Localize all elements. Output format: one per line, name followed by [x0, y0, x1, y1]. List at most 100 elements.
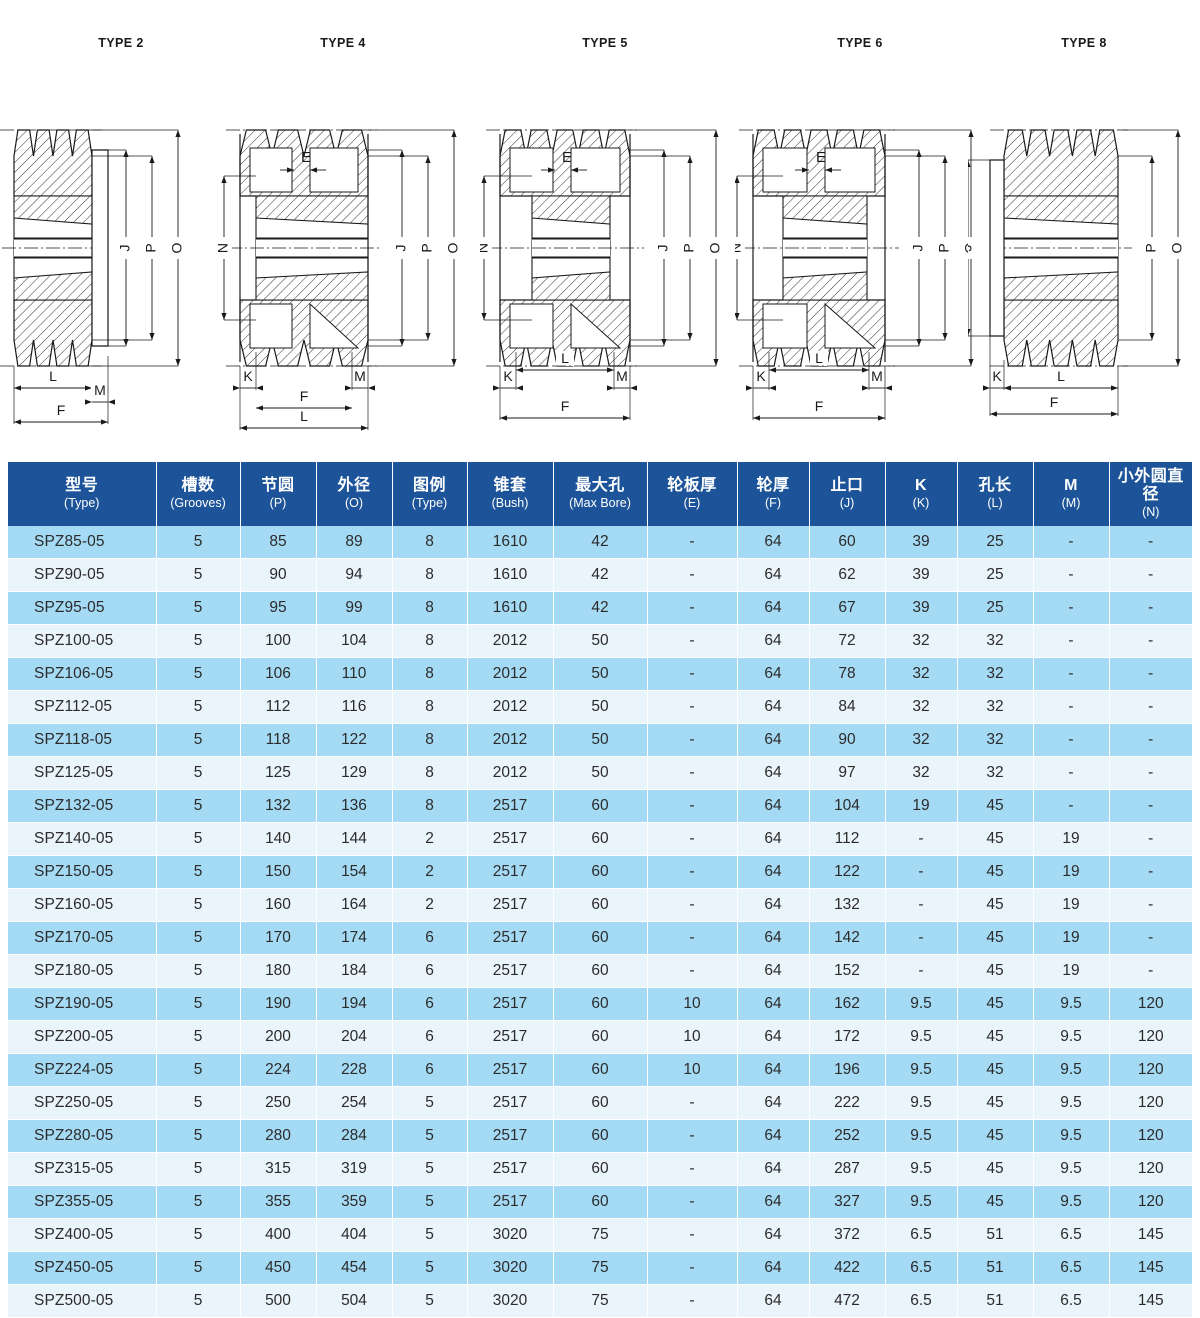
cell-P: 118 [239, 723, 317, 758]
svg-text:P: P [936, 243, 952, 252]
cell-J: 62 [808, 558, 886, 593]
cell-type: SPZ132-05 [8, 789, 157, 824]
cell-grooves: 5 [155, 624, 241, 659]
figure-type-8: TYPE 8 J P O K LF [959, 0, 1200, 452]
cell-M: - [1032, 591, 1110, 626]
cell-M: 9.5 [1032, 1053, 1110, 1088]
cell-fig: 2 [391, 855, 468, 890]
table-row: SPZ400-05 5 400 404 5 3020 75-64 372 6.5 51 6.5 145 [8, 1218, 1192, 1253]
cell-K: 6.5 [884, 1251, 958, 1286]
cell-F: 64 [736, 558, 810, 593]
cell-F: 64 [736, 822, 810, 857]
svg-text:F: F [561, 398, 570, 414]
cell-type: SPZ125-05 [8, 756, 157, 791]
svg-text:L: L [815, 350, 823, 366]
cell-P: 90 [239, 558, 317, 593]
cell-O: 104 [315, 624, 393, 659]
cell-M: 9.5 [1032, 987, 1110, 1022]
spec-header-row: 型号 (Type) 槽数 (Grooves) 节圆 (P) 外径 (O) 图例 (Type) 锥套(… [8, 462, 1192, 526]
cell-K: 9.5 [884, 1053, 958, 1088]
cell-K: 19 [884, 789, 958, 824]
cell-bush: 2517 [466, 888, 554, 923]
cell-E: - [646, 558, 738, 593]
cell-O: 136 [315, 789, 393, 824]
column-header-en: (Type) [411, 495, 448, 510]
cell-bush: 2517 [466, 789, 554, 824]
svg-text:F: F [1050, 394, 1059, 410]
cell-L: 45 [956, 987, 1034, 1022]
cell-E: - [646, 1251, 738, 1286]
cell-L: 45 [956, 1119, 1034, 1154]
cell-K: 9.5 [884, 1020, 958, 1055]
cell-N: - [1108, 789, 1192, 824]
cell-grooves: 5 [155, 657, 241, 692]
cell-J: 162 [808, 987, 886, 1022]
cell-O: 174 [315, 921, 393, 956]
table-row: SPZ224-05 5 224 228 6 2517 60 10 64 196 9.5 45 9.5 12… [8, 1053, 1192, 1088]
cell-F: 64 [736, 723, 810, 758]
cell-P: 125 [239, 756, 317, 791]
svg-text:J: J [968, 245, 975, 252]
cell-P: 500 [239, 1284, 317, 1318]
cell-M: 19 [1032, 888, 1110, 923]
cell-L: 45 [956, 888, 1034, 923]
cell-E: - [646, 822, 738, 857]
cell-K: 32 [884, 723, 958, 758]
cell-E: - [646, 723, 738, 758]
svg-text:L: L [49, 368, 57, 384]
cell-M: 19 [1032, 921, 1110, 956]
cell-M: - [1032, 690, 1110, 725]
cell-grooves: 5 [155, 888, 241, 923]
cell-J: 152 [808, 954, 886, 989]
cell-grooves: 5 [155, 1218, 241, 1253]
column-header-fig: 图例 (Type) [391, 462, 468, 526]
cell-O: 184 [315, 954, 393, 989]
table-row: SPZ100-05 5 100 104 8 2012 50-64 72 32 32- - [8, 624, 1192, 659]
cell-N: - [1108, 921, 1192, 956]
svg-text:N: N [735, 243, 744, 253]
column-header-en: (P) [269, 495, 287, 510]
cell-O: 129 [315, 756, 393, 791]
figure-type-2: TYPE 2 J P O L M F [0, 0, 242, 452]
cell-K: 6.5 [884, 1218, 958, 1253]
cell-P: 95 [239, 591, 317, 626]
cell-F: 64 [736, 1185, 810, 1220]
cell-bush: 1610 [466, 525, 554, 560]
cell-fig: 5 [391, 1185, 468, 1220]
cell-L: 25 [956, 558, 1034, 593]
cell-J: 84 [808, 690, 886, 725]
cell-J: 97 [808, 756, 886, 791]
cell-type: SPZ106-05 [8, 657, 157, 692]
cell-J: 287 [808, 1152, 886, 1187]
svg-text:J: J [117, 245, 133, 252]
cell-K: 32 [884, 756, 958, 791]
figure-drawing: J P O L M F [0, 58, 242, 448]
cell-J: 132 [808, 888, 886, 923]
cell-E: - [646, 954, 738, 989]
cell-type: SPZ450-05 [8, 1251, 157, 1286]
cell-M: - [1032, 525, 1110, 560]
svg-text:E: E [301, 149, 311, 166]
cell-N: - [1108, 591, 1192, 626]
table-row: SPZ355-05 5 355 359 5 2517 60-64 327 9.5 45 9.5 120 [8, 1185, 1192, 1220]
cell-L: 45 [956, 1020, 1034, 1055]
cell-F: 64 [736, 1251, 810, 1286]
cell-F: 64 [736, 1053, 810, 1088]
cell-F: 64 [736, 1284, 810, 1318]
cell-N: - [1108, 822, 1192, 857]
cell-L: 51 [956, 1251, 1034, 1286]
cell-N: - [1108, 954, 1192, 989]
cell-fig: 6 [391, 954, 468, 989]
cell-type: SPZ224-05 [8, 1053, 157, 1088]
svg-text:J: J [655, 245, 671, 252]
cell-bush: 1610 [466, 558, 554, 593]
cell-bore: 50 [552, 756, 648, 791]
cell-grooves: 5 [155, 1053, 241, 1088]
cell-type: SPZ150-05 [8, 855, 157, 890]
svg-text:K: K [756, 368, 766, 384]
cell-N: 145 [1108, 1284, 1192, 1318]
cell-type: SPZ112-05 [8, 690, 157, 725]
cell-bush: 2012 [466, 723, 554, 758]
cell-N: 145 [1108, 1218, 1192, 1253]
cell-O: 504 [315, 1284, 393, 1318]
